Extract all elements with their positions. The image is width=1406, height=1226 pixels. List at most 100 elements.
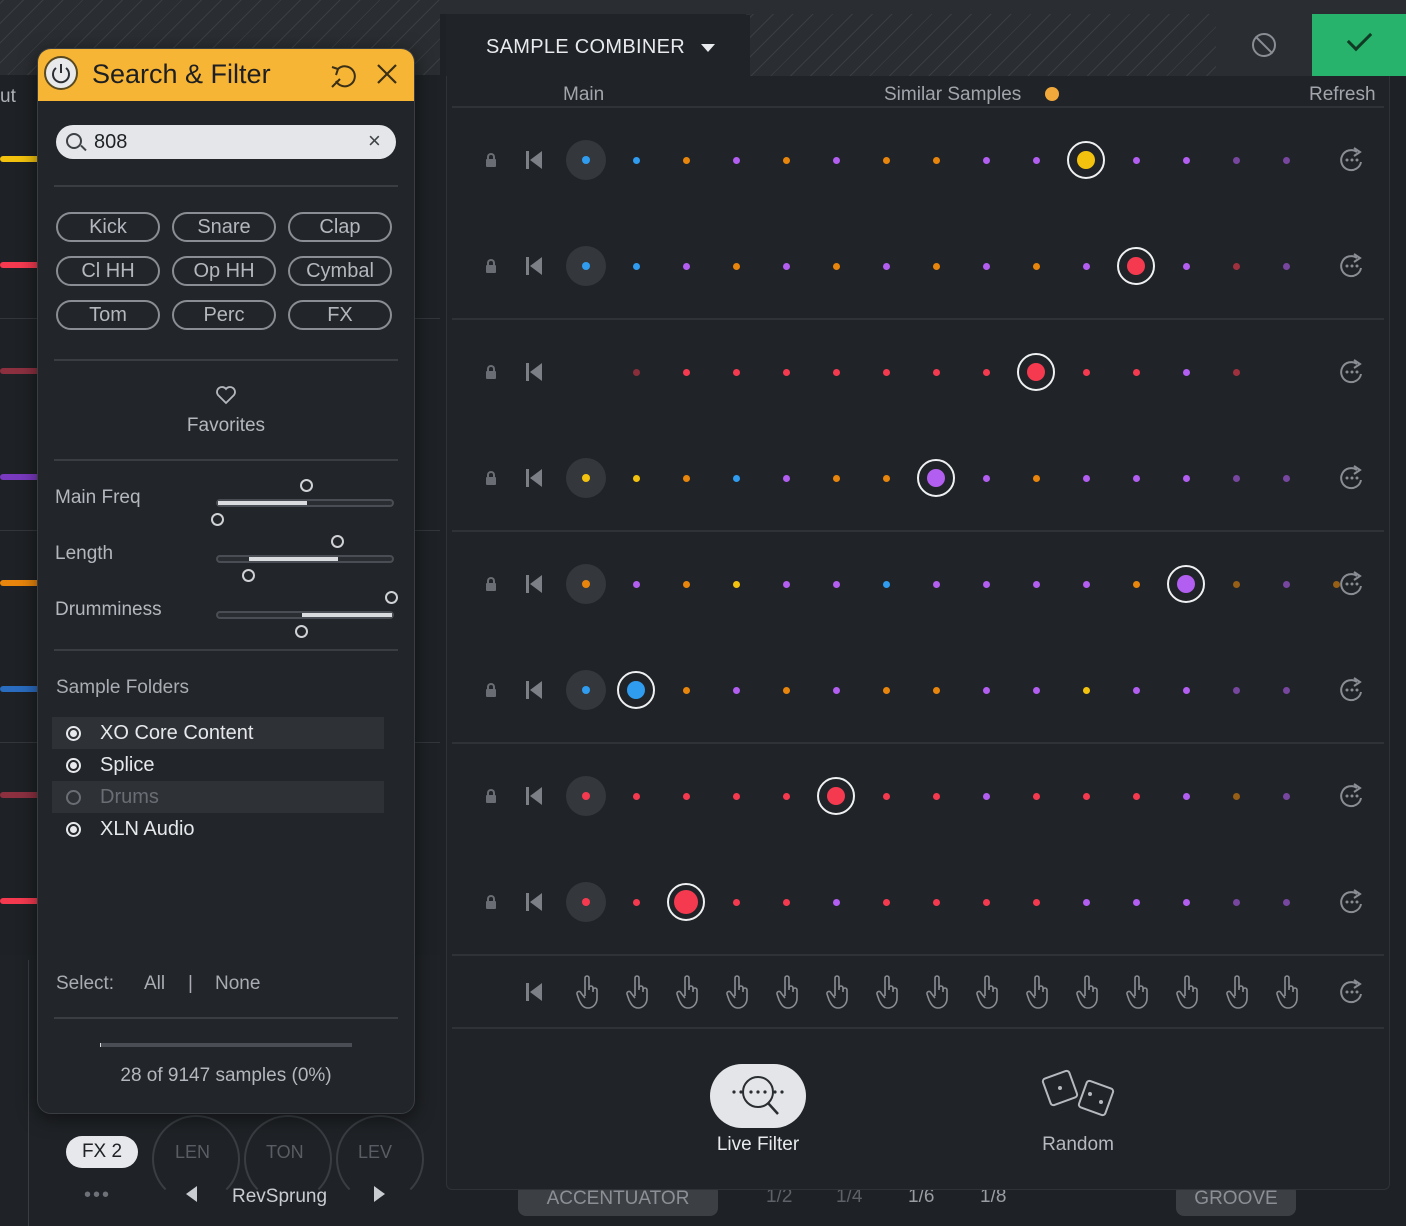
- favorites-label[interactable]: Favorites: [186, 415, 266, 436]
- cancel-button[interactable]: [1216, 14, 1312, 76]
- main-sample-slot[interactable]: [566, 458, 606, 498]
- fraction-label[interactable]: 1/6: [908, 1186, 935, 1207]
- tag-op-hh[interactable]: Op HH: [172, 256, 276, 286]
- selected-sample[interactable]: [1167, 565, 1205, 603]
- refresh-row-icon[interactable]: [1335, 780, 1367, 812]
- tag-tom[interactable]: Tom: [56, 300, 160, 330]
- similar-sample-dot[interactable]: [932, 156, 940, 164]
- hand-pointer-icon[interactable]: [623, 972, 653, 1012]
- similar-sample-dot[interactable]: [982, 262, 990, 270]
- similar-sample-dot[interactable]: [1282, 686, 1290, 694]
- len-knob[interactable]: [152, 1115, 240, 1203]
- similar-sample-dot[interactable]: [1182, 898, 1190, 906]
- similar-sample-dot[interactable]: [932, 262, 940, 270]
- similar-sample-dot[interactable]: [632, 474, 640, 482]
- similar-sample-dot[interactable]: [1032, 686, 1040, 694]
- similar-sample-dot[interactable]: [632, 368, 640, 376]
- similar-sample-dot[interactable]: [782, 686, 790, 694]
- tag-perc[interactable]: Perc: [172, 300, 276, 330]
- similar-sample-dot[interactable]: [1082, 580, 1090, 588]
- lock-icon[interactable]: [486, 259, 496, 273]
- similar-sample-dot[interactable]: [1182, 792, 1190, 800]
- similar-sample-dot[interactable]: [1232, 898, 1240, 906]
- similar-sample-dot[interactable]: [1282, 792, 1290, 800]
- similar-sample-dot[interactable]: [1132, 580, 1140, 588]
- fraction-label[interactable]: 1/8: [980, 1186, 1007, 1207]
- similar-sample-dot[interactable]: [782, 580, 790, 588]
- similar-sample-dot[interactable]: [1032, 474, 1040, 482]
- selected-sample[interactable]: [617, 671, 655, 709]
- panel-title[interactable]: SAMPLE COMBINER: [486, 36, 685, 58]
- main-sample-slot[interactable]: [566, 140, 606, 180]
- main-sample-slot[interactable]: [566, 670, 606, 710]
- similar-sample-dot[interactable]: [832, 580, 840, 588]
- similar-sample-dot[interactable]: [982, 156, 990, 164]
- search-value[interactable]: 808: [94, 131, 128, 153]
- lev-knob[interactable]: [336, 1115, 424, 1203]
- similar-sample-dot[interactable]: [1132, 156, 1140, 164]
- selected-sample[interactable]: [1017, 353, 1055, 391]
- main-sample-slot[interactable]: [566, 776, 606, 816]
- selected-sample[interactable]: [817, 777, 855, 815]
- similar-sample-dot[interactable]: [1132, 686, 1140, 694]
- lock-icon[interactable]: [486, 471, 496, 485]
- tag-fx[interactable]: FX: [288, 300, 392, 330]
- similar-sample-dot[interactable]: [882, 262, 890, 270]
- selected-sample[interactable]: [1067, 141, 1105, 179]
- hand-pointer-icon[interactable]: [673, 972, 703, 1012]
- hand-pointer-icon[interactable]: [823, 972, 853, 1012]
- ton-knob[interactable]: [244, 1115, 332, 1203]
- similar-sample-dot[interactable]: [982, 474, 990, 482]
- similar-sample-dot[interactable]: [882, 156, 890, 164]
- sample-combiner-dropdown[interactable]: [446, 14, 746, 76]
- similar-sample-dot[interactable]: [982, 580, 990, 588]
- heart-icon[interactable]: [215, 385, 237, 405]
- main-sample-slot[interactable]: [566, 564, 606, 604]
- reset-icon[interactable]: [328, 61, 362, 91]
- similar-sample-dot[interactable]: [732, 474, 740, 482]
- power-button[interactable]: [44, 56, 78, 90]
- similar-sample-dot[interactable]: [982, 368, 990, 376]
- folder-item[interactable]: XLN Audio: [52, 813, 384, 845]
- similar-sample-dot[interactable]: [1232, 686, 1240, 694]
- similar-sample-dot[interactable]: [1232, 368, 1240, 376]
- chevron-down-icon[interactable]: [701, 44, 715, 52]
- similar-sample-dot[interactable]: [1132, 898, 1140, 906]
- refresh-row-icon[interactable]: [1335, 250, 1367, 282]
- tag-snare[interactable]: Snare: [172, 212, 276, 242]
- select-all-link[interactable]: All: [144, 973, 166, 994]
- tag-cl-hh[interactable]: Cl HH: [56, 256, 160, 286]
- similar-sample-dot[interactable]: [632, 156, 640, 164]
- search-input[interactable]: 808 ×: [56, 125, 396, 159]
- similar-sample-dot[interactable]: [1232, 792, 1240, 800]
- similar-sample-dot[interactable]: [782, 474, 790, 482]
- similar-sample-dot[interactable]: [1032, 792, 1040, 800]
- fx2-button[interactable]: FX 2: [66, 1136, 138, 1168]
- similar-sample-dot[interactable]: [1182, 686, 1190, 694]
- hand-pointer-icon[interactable]: [873, 972, 903, 1012]
- similar-sample-dot[interactable]: [932, 898, 940, 906]
- similar-sample-dot[interactable]: [782, 898, 790, 906]
- similar-sample-dot[interactable]: [782, 156, 790, 164]
- folder-item[interactable]: Splice: [52, 749, 384, 781]
- folder-radio[interactable]: [66, 822, 81, 837]
- similar-sample-dot[interactable]: [1082, 792, 1090, 800]
- similar-sample-dot[interactable]: [1082, 474, 1090, 482]
- similar-sample-dot[interactable]: [1182, 474, 1190, 482]
- range-slider-track[interactable]: [216, 499, 394, 507]
- similar-sample-dot[interactable]: [882, 898, 890, 906]
- range-slider-max-handle[interactable]: [331, 535, 345, 548]
- similar-sample-dot[interactable]: [682, 686, 690, 694]
- similar-sample-dot[interactable]: [1082, 898, 1090, 906]
- hand-pointer-icon[interactable]: [1023, 972, 1053, 1012]
- similar-sample-dot[interactable]: [682, 580, 690, 588]
- similar-sample-dot[interactable]: [982, 792, 990, 800]
- range-slider-track[interactable]: [216, 611, 394, 619]
- skip-back-icon[interactable]: [526, 893, 542, 911]
- similar-sample-dot[interactable]: [1232, 156, 1240, 164]
- hand-pointer-icon[interactable]: [973, 972, 1003, 1012]
- folder-item[interactable]: XO Core Content: [52, 717, 384, 749]
- similar-sample-dot[interactable]: [882, 474, 890, 482]
- similar-sample-dot[interactable]: [932, 792, 940, 800]
- lock-icon[interactable]: [486, 683, 496, 697]
